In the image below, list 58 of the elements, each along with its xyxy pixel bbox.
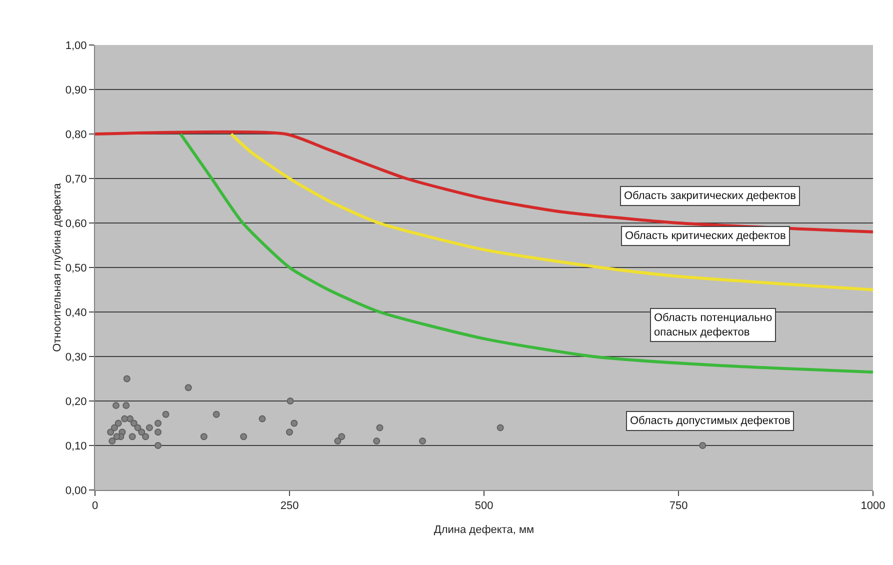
- x-tick-label: 1000: [860, 500, 886, 512]
- y-tick-label: 0,60: [65, 218, 87, 230]
- line-series: [179, 132, 873, 374]
- y-tick-label: 1,00: [65, 40, 87, 52]
- point: [699, 442, 706, 449]
- point: [142, 433, 150, 440]
- annotation: Область потенциально опасных дефектов: [654, 312, 772, 338]
- point: [130, 420, 138, 427]
- point: [154, 420, 162, 427]
- point: [286, 428, 293, 436]
- point: [240, 433, 248, 440]
- x-tick-label: 250: [280, 500, 299, 512]
- y-tick-label: 0,90: [65, 84, 87, 96]
- annotation: Область закритических дефектов: [624, 190, 796, 202]
- y-tick-label: 0,30: [65, 351, 87, 364]
- line-series: [230, 132, 873, 292]
- annotation: Область критических дефектов: [625, 230, 786, 242]
- point: [376, 424, 384, 432]
- point: [114, 420, 122, 427]
- y-tick-label: 0,20: [65, 396, 87, 408]
- x-tick-label: 0: [92, 500, 98, 512]
- y-tick-label: 0,70: [65, 173, 87, 186]
- point: [162, 410, 170, 418]
- point: [123, 375, 130, 382]
- point: [286, 398, 294, 404]
- point: [108, 438, 116, 445]
- annotation: Область допустимых дефектов: [630, 415, 790, 427]
- point: [419, 438, 426, 445]
- y-tick-label: 0,80: [65, 128, 87, 141]
- point: [121, 415, 128, 422]
- point: [154, 442, 162, 449]
- y-tick-label: 0,50: [65, 262, 87, 274]
- y-axis-title: Относительная глубина дефекта: [51, 182, 64, 352]
- point: [258, 415, 266, 422]
- point: [128, 433, 136, 440]
- point: [110, 424, 118, 432]
- point: [122, 402, 130, 409]
- point: [146, 424, 153, 432]
- point: [334, 438, 342, 445]
- y-tick-label: 0,40: [65, 306, 87, 319]
- x-tick-label: 500: [474, 500, 494, 512]
- y-tick-label: 0,00: [65, 484, 87, 497]
- point: [200, 433, 208, 440]
- x-axis-title: Длина дефекта, мм: [434, 524, 534, 536]
- point: [138, 428, 146, 436]
- y-tick-label: 0,10: [65, 440, 87, 452]
- point: [496, 424, 504, 432]
- point: [290, 420, 298, 427]
- point: [113, 433, 120, 440]
- point: [154, 428, 162, 436]
- point: [212, 410, 220, 418]
- point: [338, 433, 346, 440]
- x-tick-label: 750: [669, 500, 688, 512]
- point: [134, 424, 142, 432]
- point: [184, 384, 192, 392]
- point: [107, 428, 114, 436]
- point: [112, 402, 120, 409]
- point: [373, 438, 380, 445]
